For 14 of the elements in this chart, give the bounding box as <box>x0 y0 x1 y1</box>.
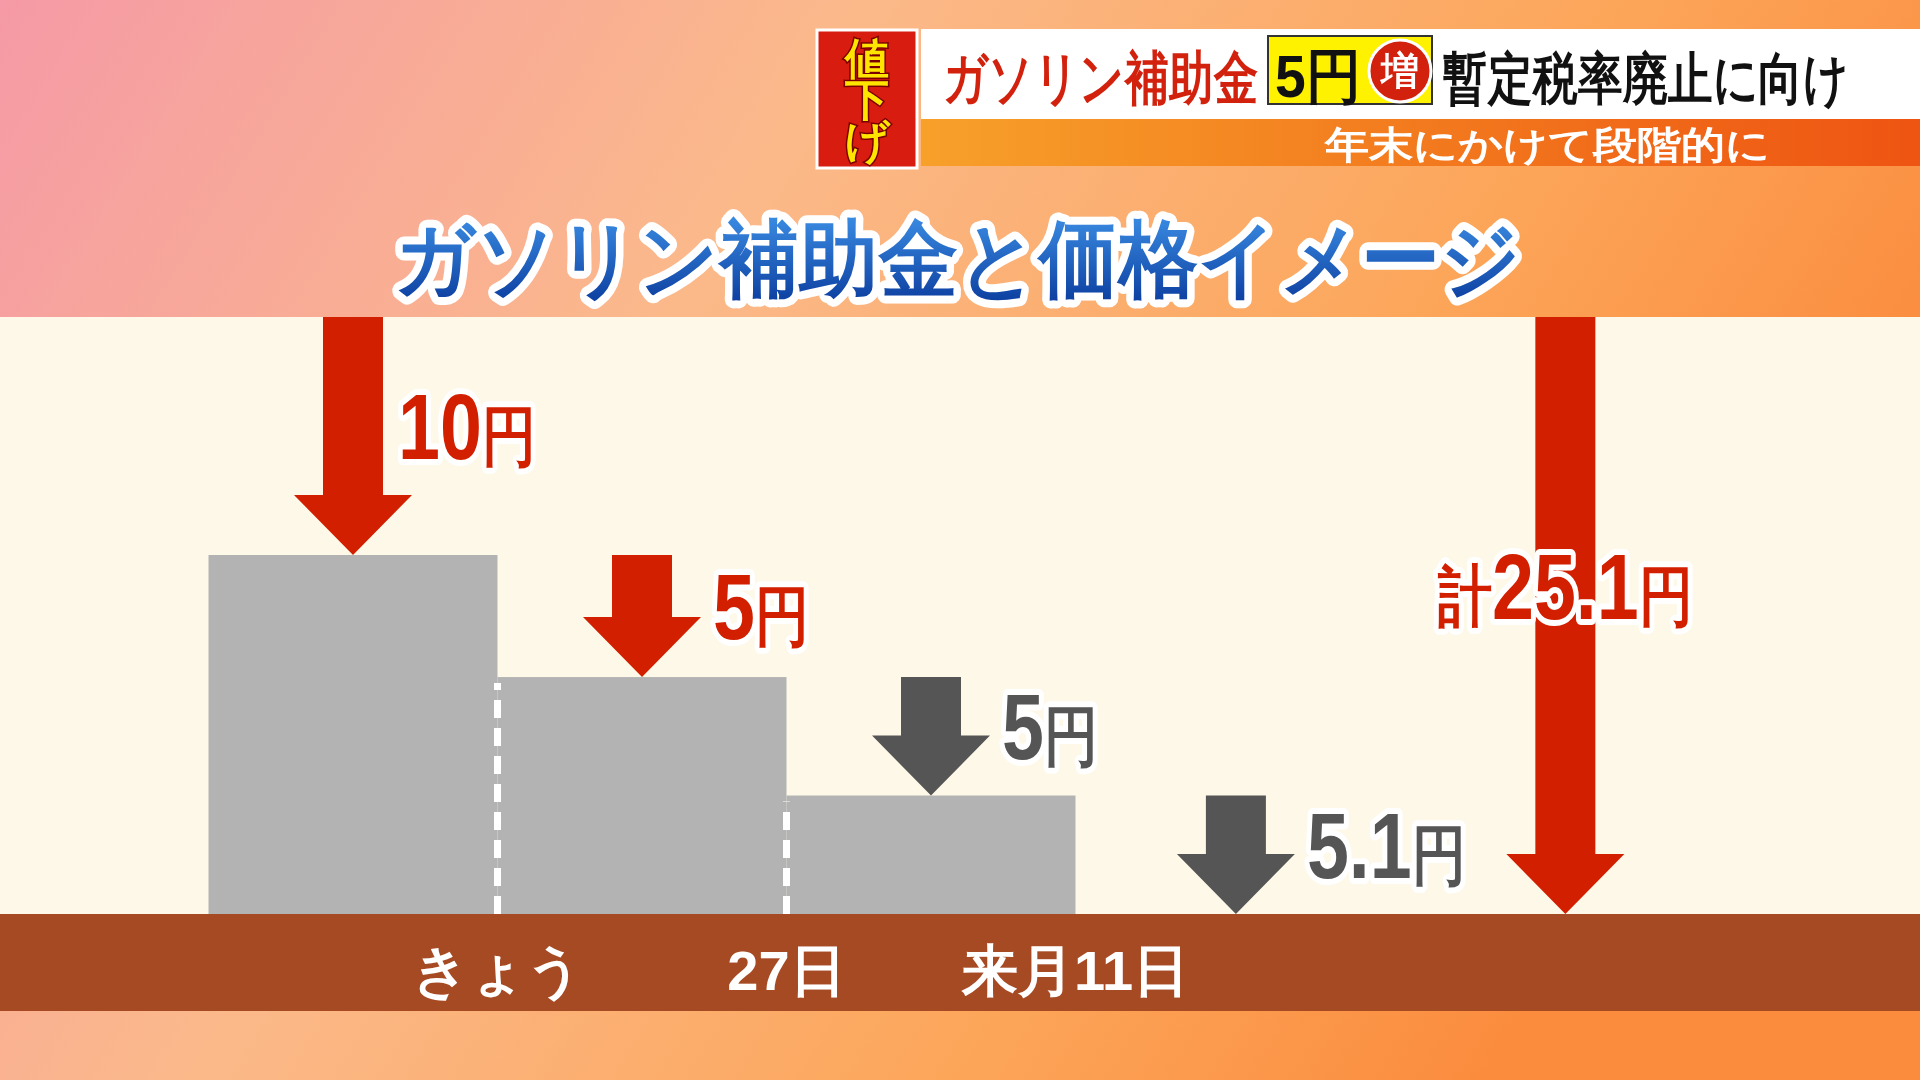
x-tick-label: 27日 <box>727 939 846 1002</box>
chart-title: ガソリン補助金と価格イメージ <box>394 211 1522 306</box>
text: 年末にかけて段階的に <box>1323 123 1771 167</box>
text: 5円 <box>1275 42 1362 110</box>
text: ガソリン補助金 <box>943 45 1259 111</box>
text: 増 <box>1379 50 1419 92</box>
annotation: 5.1円 <box>1306 794 1466 898</box>
x-tick-label: 来月11日 <box>960 939 1190 1002</box>
x-tick-label: きょう <box>412 939 583 1002</box>
text: 暫定税率廃止に向け <box>1443 47 1850 111</box>
text: 値下げ <box>843 34 891 165</box>
annotation: 5円 <box>713 556 809 659</box>
annotation: 5円 <box>1002 676 1098 780</box>
text: 10円 <box>398 376 536 479</box>
